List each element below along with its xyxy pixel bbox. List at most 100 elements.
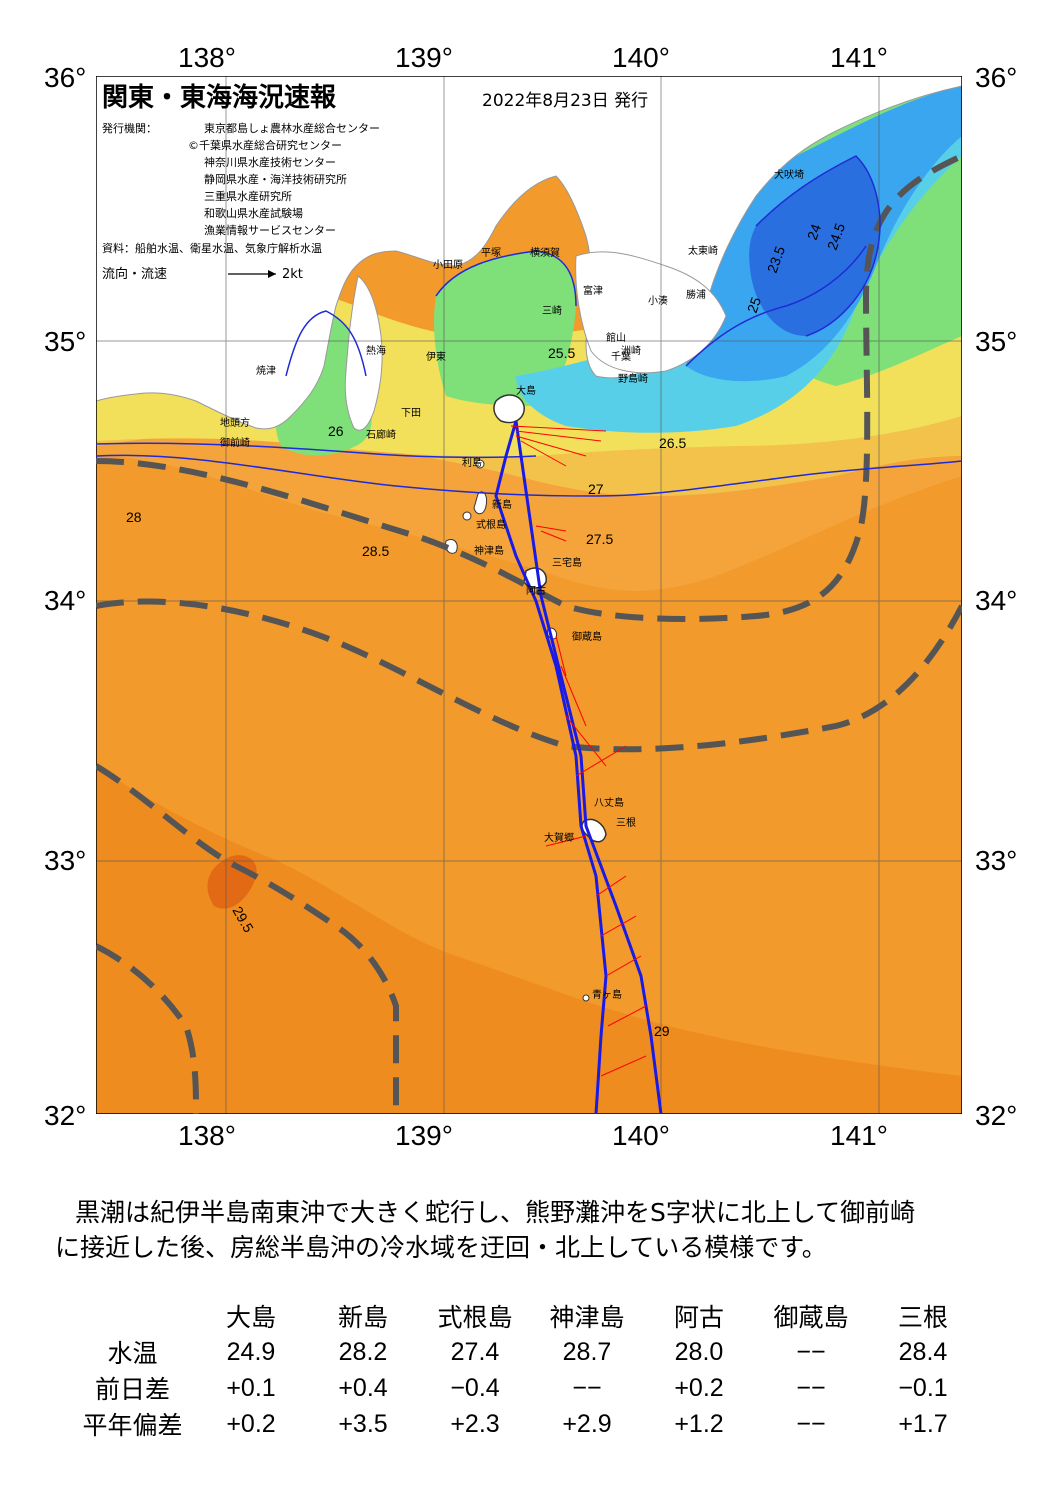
place-names: 犬吠埼 太東崎 洲崎 野島崎 館山 千葉 富津 横須賀 平塚 小田原 熱海 伊東… [220,168,804,1001]
table-cell: 24.9 [226,1337,276,1366]
table-cell: +0.2 [226,1409,276,1438]
table-cell: 28.2 [338,1337,388,1366]
row-label-daydiff: 前日差 [94,1375,170,1404]
lon-label-138-top: 138° [178,42,236,73]
table-cell: +0.2 [674,1373,724,1402]
source-note: 資料：船舶水温、衛星水温、気象庁解析水温 [102,241,322,255]
table-cell: −− [796,1337,826,1366]
table-cell: 28.4 [898,1337,948,1366]
station-shikinejima: 式根島 [437,1303,513,1332]
sea-26-sagami [434,251,576,406]
place-miyakejima: 三宅島 [552,556,582,569]
place-kominato: 小湊 [648,294,668,307]
table-row: 水温 24.9 28.2 27.4 28.7 28.0 −− 28.4 [70,1334,979,1370]
lon-label-141-bottom: 141° [830,1120,888,1151]
station-mitsune: 三根 [897,1303,948,1332]
place-jitogata: 地頭方 [220,416,250,429]
place-niijima: 新島 [492,498,512,511]
place-shimoda: 下田 [401,408,421,419]
corner-cell [70,1298,195,1334]
place-odawara: 小田原 [433,259,463,271]
lat-label-33-left: 33° [44,845,87,876]
place-shikinejima: 式根島 [476,518,506,531]
iso-25-5: 25.5 [548,345,575,361]
place-omaezaki: 御前崎 [220,436,250,449]
place-inubozaki: 犬吠埼 [774,168,804,181]
place-atami: 熱海 [366,344,386,357]
lat-label-36-right: 36° [975,62,1018,93]
current-scale-arrowhead [268,270,276,278]
place-mikurajima: 御蔵島 [572,630,602,643]
place-aogashima: 青ヶ島 [592,988,622,1001]
lon-label-138-bottom: 138° [178,1120,236,1151]
lat-label-32-left: 32° [44,1100,87,1131]
lon-label-140-top: 140° [612,42,670,73]
table-cell: +0.1 [226,1373,276,1402]
table-cell: −0.4 [450,1373,500,1402]
station-kozushima: 神津島 [549,1303,625,1332]
place-tateyama: 館山 [606,331,626,344]
place-futtsu: 富津 [583,284,603,297]
summary-line-1: 黒潮は紀伊半島南東沖で大きく蛇行し、熊野灘沖をS字状に北上して御前崎 [75,1198,916,1227]
island-shikinejima [462,511,472,521]
table-cell: 28.0 [674,1337,724,1366]
station-mikurajima: 御蔵島 [773,1303,849,1332]
iso-26: 26 [328,423,344,439]
land-izu-peninsula [344,275,383,431]
place-taitozaki: 太東崎 [688,244,718,257]
place-hiratsuka: 平塚 [481,247,501,259]
place-toshima: 利島 [462,456,482,469]
table-cell: −− [796,1373,826,1402]
station-header-row: 大島 新島 式根島 神津島 阿古 御蔵島 三根 [70,1298,979,1334]
iso-27: 27 [588,481,604,497]
issuer-0: 東京都島しょ農林水産総合センター [204,121,380,135]
lon-label-139-bottom: 139° [395,1120,453,1151]
place-yaizu: 焼津 [256,365,276,377]
place-suzaki: 洲崎 [621,344,641,357]
current-scale-value: 2kt [282,267,303,282]
place-ako: 阿古 [526,584,546,597]
station-ako: 阿古 [673,1303,724,1332]
issuers-label: 発行機関： [102,121,157,135]
table-cell: +2.3 [450,1409,500,1438]
island-aogashima [582,994,590,1002]
station-oshima: 大島 [225,1303,276,1332]
place-chikura: 千葉 [611,350,631,363]
iso-25: 25 [744,295,764,315]
issuer-6: 漁業情報サービスセンター [204,223,336,237]
issuer-5: 和歌山県水産試験場 [204,206,303,220]
place-kozushima: 神津島 [474,544,504,557]
iso-28-5: 28.5 [362,543,389,559]
place-okago: 大賀郷 [544,831,574,844]
lon-label-140-bottom: 140° [612,1120,670,1151]
lon-label-141-top: 141° [830,42,888,73]
iso-26-5: 26.5 [659,435,686,451]
table-cell: 28.7 [562,1337,612,1366]
table-cell: −− [572,1373,602,1402]
iso-28: 28 [126,509,142,525]
table-cell: −− [796,1409,826,1438]
sea-29-zone [96,766,962,1114]
iso-27-5: 27.5 [586,531,613,547]
island-oshima [493,394,525,424]
sea-temperature-map: 関東・東海海況速報 2022年8月23日 発行 発行機関： 東京都島しょ農林水産… [96,76,962,1114]
lat-label-34-right: 34° [975,585,1018,616]
observation-table: 大島 新島 式根島 神津島 阿古 御蔵島 三根 水温 24.9 28.2 27.… [70,1298,979,1442]
place-oshima: 大島 [516,384,536,397]
table-row: 平年偏差 +0.2 +3.5 +2.3 +2.9 +1.2 −− +1.7 [70,1406,979,1442]
table-cell: −0.1 [898,1373,948,1402]
sea-23-zone [749,156,880,336]
place-mitsune: 三根 [616,816,636,829]
place-ito: 伊東 [426,350,446,363]
summary-text: 黒潮は紀伊半島南東沖で大きく蛇行し、熊野灘沖をS字状に北上して御前崎 に接近した… [55,1195,1015,1265]
lat-label-32-right: 32° [975,1100,1018,1131]
map-title: 関東・東海海況速報 [102,83,337,113]
issuer-4: 三重県水産研究所 [204,189,292,203]
lat-label-35-right: 35° [975,326,1018,357]
island-toshima [475,459,485,469]
iso-29: 29 [654,1023,670,1039]
isotherm-contours [96,155,962,497]
table-cell: +3.5 [338,1409,388,1438]
current-arrows [510,425,647,1077]
lat-label-35-left: 35° [44,326,87,357]
